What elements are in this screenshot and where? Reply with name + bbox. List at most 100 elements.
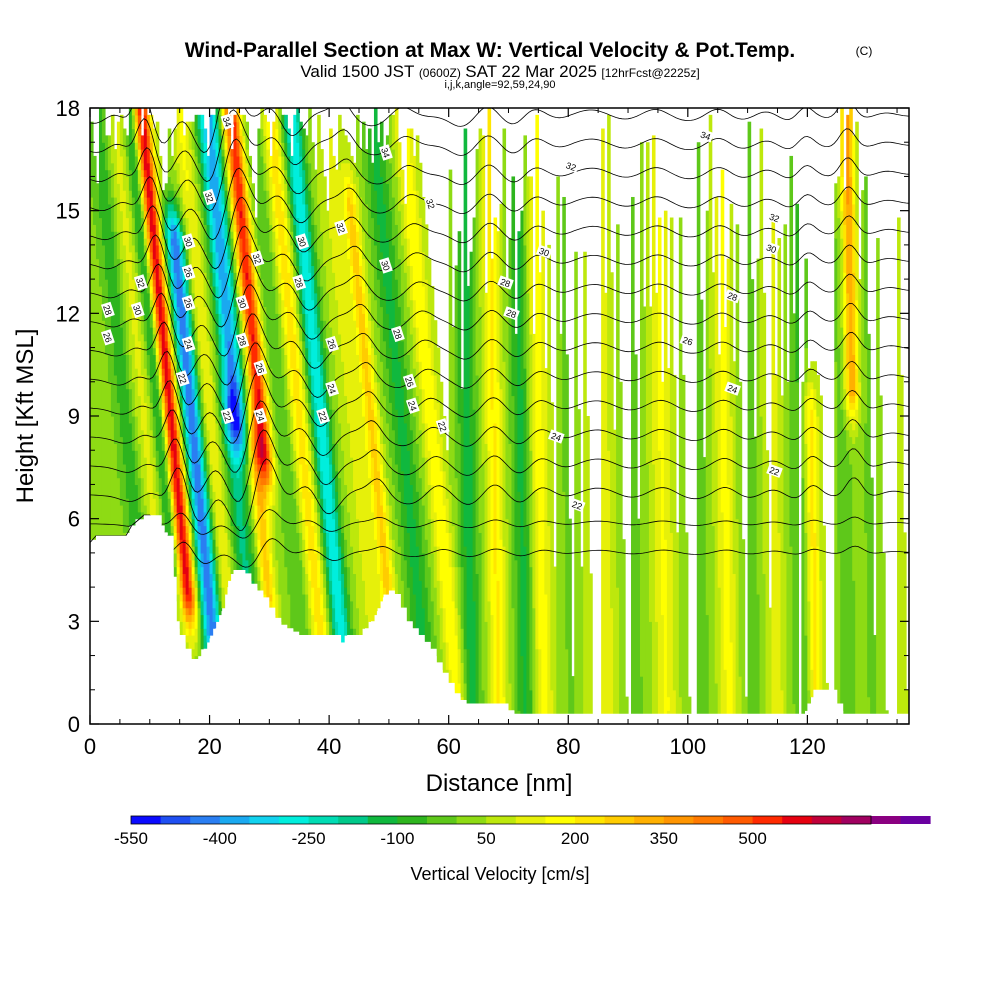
- velocity-cell: [251, 285, 255, 301]
- velocity-cell: [233, 217, 238, 225]
- velocity-cell: [305, 217, 309, 239]
- velocity-cell: [161, 416, 166, 424]
- velocity-cell: [227, 265, 232, 287]
- velocity-cell: [251, 532, 255, 554]
- velocity-cell: [660, 614, 665, 718]
- velocity-cell: [200, 429, 205, 438]
- velocity-cell: [251, 518, 255, 533]
- velocity-cell: [299, 299, 303, 314]
- velocity-cell: [173, 217, 178, 225]
- velocity-cell: [260, 381, 264, 390]
- velocity-cell: [185, 121, 190, 171]
- velocity-cell: [173, 546, 178, 554]
- velocity-cell: [200, 600, 205, 616]
- velocity-cell: [122, 244, 127, 294]
- colorbar-swatch: [900, 816, 931, 824]
- velocity-cell: [278, 463, 282, 595]
- velocity-cell: [269, 600, 273, 609]
- velocity-cell: [263, 463, 267, 472]
- velocity-cell: [254, 491, 258, 506]
- velocity-cell: [418, 429, 423, 479]
- velocity-cell: [107, 313, 112, 383]
- velocity-cell: [269, 251, 273, 369]
- contour-label: 28: [497, 275, 514, 290]
- velocity-cell: [194, 135, 199, 157]
- velocity-cell: [233, 498, 238, 527]
- velocity-cell: [167, 203, 172, 212]
- velocity-cell: [185, 607, 190, 616]
- velocity-cell: [164, 265, 169, 273]
- velocity-cell: [182, 593, 187, 602]
- velocity-cell: [323, 607, 327, 622]
- velocity-cell: [329, 463, 333, 486]
- velocity-cell: [191, 580, 196, 588]
- velocity-cell: [215, 593, 220, 602]
- velocity-cell: [146, 272, 151, 287]
- velocity-cell: [849, 409, 853, 417]
- velocity-cell: [305, 525, 309, 554]
- velocity-cell: [164, 388, 169, 397]
- velocity-cell: [326, 580, 330, 595]
- velocity-cell: [314, 279, 318, 294]
- velocity-cell: [406, 532, 411, 588]
- velocity-cell: [191, 532, 196, 547]
- velocity-cell: [281, 347, 285, 376]
- velocity-cell: [221, 238, 226, 314]
- velocity-cell: [514, 559, 519, 718]
- velocity-cell: [332, 477, 336, 499]
- velocity-cell: [90, 196, 94, 540]
- velocity-cell: [122, 149, 127, 191]
- velocity-cell: [308, 607, 312, 629]
- velocity-cell: [804, 395, 808, 444]
- velocity-cell: [245, 347, 250, 362]
- velocity-cell: [218, 587, 223, 602]
- contour-label: 24: [325, 380, 340, 397]
- velocity-cell: [197, 374, 202, 383]
- velocity-cell: [170, 477, 175, 486]
- velocity-cell: [460, 628, 465, 663]
- velocity-cell: [179, 142, 184, 184]
- velocity-cell: [535, 114, 539, 492]
- velocity-cell: [242, 285, 247, 294]
- velocity-cell: [532, 607, 536, 718]
- contour-label-box: [250, 250, 265, 267]
- velocity-cell: [451, 600, 456, 691]
- velocity-cell: [308, 190, 312, 212]
- velocity-cell: [101, 108, 106, 143]
- velocity-cell: [176, 463, 181, 479]
- velocity-cell: [92, 155, 97, 225]
- velocity-cell: [296, 477, 300, 506]
- velocity-cell: [415, 135, 420, 191]
- velocity-cell: [382, 395, 387, 444]
- contour-label-text: 24: [406, 400, 419, 413]
- velocity-cell: [137, 340, 142, 397]
- velocity-cell: [326, 566, 330, 581]
- velocity-cell: [373, 539, 378, 616]
- velocity-cell: [140, 155, 145, 164]
- velocity-cell: [376, 470, 381, 520]
- velocity-cell: [807, 689, 811, 705]
- velocity-cell: [370, 511, 375, 622]
- velocity-cell: [158, 285, 163, 321]
- velocity-cell: [227, 210, 232, 219]
- velocity-cell: [723, 669, 728, 718]
- velocity-cell: [188, 279, 193, 294]
- velocity-cell: [170, 347, 175, 355]
- velocity-cell: [308, 402, 312, 424]
- velocity-cell: [242, 155, 247, 171]
- velocity-cell: [529, 176, 533, 335]
- velocity-cell: [323, 498, 327, 520]
- velocity-cell: [296, 327, 300, 349]
- colorbar-tick-label: 500: [738, 829, 766, 848]
- velocity-cell: [287, 155, 291, 178]
- contour-label-text: 26: [403, 376, 416, 389]
- velocity-cell: [176, 450, 181, 465]
- velocity-cell: [502, 696, 507, 705]
- velocity-cell: [245, 238, 250, 253]
- y-tick-label: 12: [56, 301, 80, 326]
- velocity-cell: [182, 621, 187, 636]
- velocity-cell: [490, 614, 495, 705]
- colorbar: -550 -400 -250 -100 50 200 350 500: [114, 815, 931, 848]
- velocity-cell: [191, 518, 196, 527]
- velocity-cell: [227, 491, 232, 513]
